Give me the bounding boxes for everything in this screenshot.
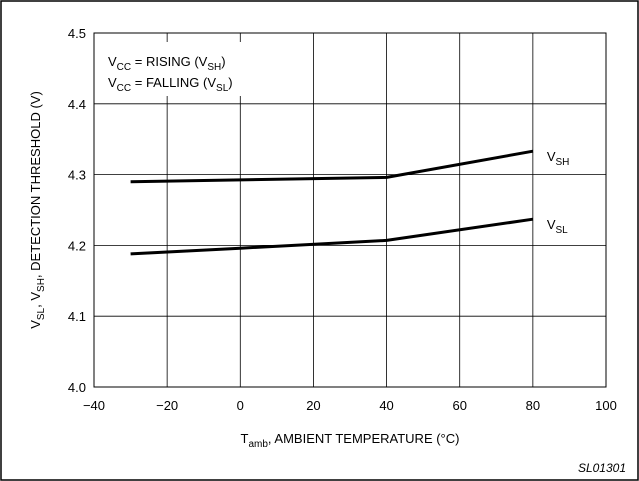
x-tick-label: 40 (379, 398, 393, 413)
subscript: SH (36, 278, 47, 292)
x-tick-label: −40 (83, 398, 105, 413)
subscript: SL (556, 225, 569, 236)
text-part: V (108, 54, 117, 69)
text-part: V (108, 75, 117, 90)
series-label-sh: VSH (547, 149, 570, 168)
subscript: CC (117, 62, 131, 73)
y-tick-label: 4.0 (68, 380, 86, 395)
subscript: SL (216, 83, 229, 94)
x-tick-label: 80 (526, 398, 540, 413)
text-part: V (28, 320, 43, 329)
x-tick-label: −20 (156, 398, 178, 413)
x-tick-labels: −40 −20 0 20 40 60 80 100 (83, 398, 617, 413)
text-part: V (547, 217, 556, 232)
y-tick-labels: 4.0 4.1 4.2 4.3 4.4 4.5 (68, 26, 86, 395)
x-tick-label: 0 (237, 398, 244, 413)
series-line-sl (130, 217, 534, 256)
y-tick-label: 4.5 (68, 26, 86, 41)
y-tick-label: 4.2 (68, 238, 86, 253)
x-tick-label: 60 (452, 398, 466, 413)
text-part: V (547, 149, 556, 164)
x-axis-title-sub: amb (248, 439, 268, 450)
text-part: = FALLING (V (131, 75, 216, 90)
legend-entry-rising: VCC = RISING (VSH) (108, 54, 226, 73)
x-axis-title-rest: , AMBIENT TEMPERATURE (°C) (268, 431, 460, 446)
subscript: SL (36, 307, 47, 320)
figure-id: SL01301 (578, 461, 626, 475)
x-axis-title: Tamb, AMBIENT TEMPERATURE (°C) (241, 431, 460, 450)
text-part: ) (221, 54, 225, 69)
y-tick-label: 4.1 (68, 309, 86, 324)
legend-box (100, 42, 300, 96)
x-tick-label: 100 (595, 398, 617, 413)
y-tick-label: 4.4 (68, 97, 86, 112)
subscript: SH (556, 157, 570, 168)
series-lines (130, 149, 534, 256)
text-part: , V (28, 292, 43, 308)
grid (94, 33, 606, 387)
y-tick-label: 4.3 (68, 168, 86, 183)
series-label-sl: VSL (547, 217, 568, 236)
y-axis-title: VSL, VSH, DETECTION THRESHOLD (V) (28, 91, 47, 329)
series-line-sh (130, 149, 534, 184)
x-tick-label: 20 (306, 398, 320, 413)
text-part: , DETECTION THRESHOLD (V) (28, 91, 43, 278)
text-part: = RISING (V (131, 54, 208, 69)
subscript: CC (117, 83, 131, 94)
x-axis-title-main: T (241, 431, 249, 446)
text-part: ) (228, 75, 232, 90)
subscript: SH (207, 62, 221, 73)
legend-entry-falling: VCC = FALLING (VSL) (108, 75, 233, 94)
